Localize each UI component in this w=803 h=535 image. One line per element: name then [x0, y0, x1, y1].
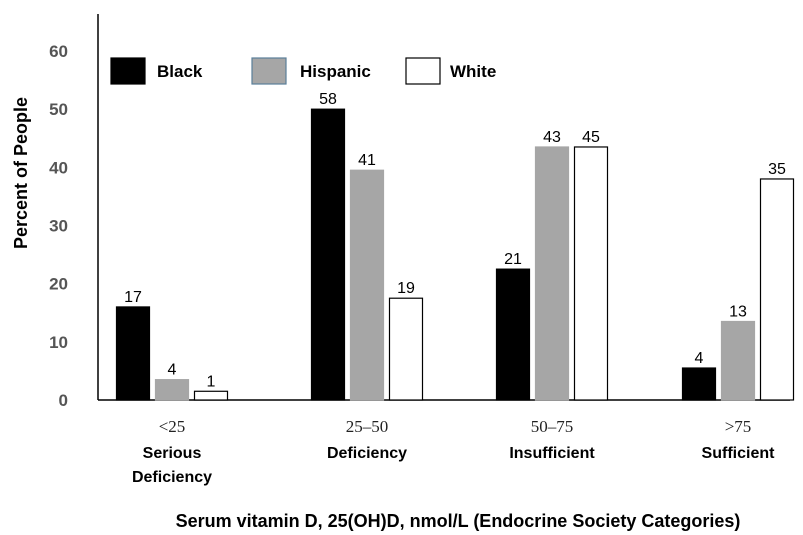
x-axis-title: Serum vitamin D, 25(OH)D, nmol/L (Endocr…	[176, 511, 741, 531]
category-label: 25–50	[346, 417, 389, 436]
value-label: 4	[168, 362, 177, 379]
bars	[115, 108, 795, 401]
value-label: 58	[319, 91, 337, 108]
y-tick-label: 50	[49, 100, 68, 119]
y-tick-label: 60	[49, 42, 68, 61]
bar-hispanic-0	[154, 379, 190, 401]
y-tick-label: 40	[49, 158, 68, 177]
y-tick-label: 20	[49, 275, 68, 294]
legend: Black Hispanic White	[110, 57, 496, 85]
legend-swatch-hispanic	[251, 57, 287, 85]
category-labels: <25 Serious Deficiency 25–50 Deficiency 50–75…	[132, 417, 775, 486]
category-label: <25	[159, 417, 186, 436]
category-sublabel: Deficiency	[132, 469, 212, 486]
bar-hispanic-2	[534, 146, 570, 401]
bar-black-3	[681, 367, 717, 401]
value-label: 4	[695, 350, 704, 367]
value-label: 43	[543, 129, 561, 146]
bar-white-1	[388, 297, 424, 401]
legend-label-black: Black	[157, 62, 203, 81]
value-label: 19	[397, 280, 415, 297]
value-label: 35	[768, 161, 786, 178]
bar-white-0	[193, 390, 229, 401]
legend-label-hispanic: Hispanic	[300, 62, 371, 81]
y-tick-label: 0	[59, 391, 68, 410]
bar-white-3	[759, 178, 795, 401]
value-label: 45	[582, 129, 600, 146]
bar-hispanic-1	[349, 169, 385, 401]
bar-black-0	[115, 306, 151, 401]
category-sublabel: Deficiency	[327, 445, 407, 462]
y-tick-label: 30	[49, 217, 68, 236]
category-sublabel: Insufficient	[509, 445, 595, 462]
legend-swatch-black	[110, 57, 146, 85]
y-tick-label: 10	[49, 333, 68, 352]
value-label: 41	[358, 152, 376, 169]
value-label: 13	[729, 303, 747, 320]
legend-swatch-white	[405, 57, 441, 85]
value-labels: 17 58 21 4 4 41 43 13 1 19 45 35	[124, 91, 786, 390]
category-label: >75	[725, 417, 752, 436]
y-axis-title: Percent of People	[11, 97, 31, 249]
value-label: 21	[504, 251, 522, 268]
bar-hispanic-3	[720, 320, 756, 401]
category-sublabel: Sufficient	[702, 445, 776, 462]
category-label: 50–75	[531, 417, 574, 436]
bar-black-2	[495, 268, 531, 401]
value-label: 17	[124, 289, 142, 306]
value-label: 1	[207, 373, 216, 390]
bar-black-1	[310, 108, 346, 401]
bar-white-2	[573, 146, 609, 401]
category-sublabel: Serious	[143, 445, 202, 462]
legend-label-white: White	[450, 62, 496, 81]
y-tick-labels: 0 10 20 30 40 50 60	[49, 42, 68, 410]
